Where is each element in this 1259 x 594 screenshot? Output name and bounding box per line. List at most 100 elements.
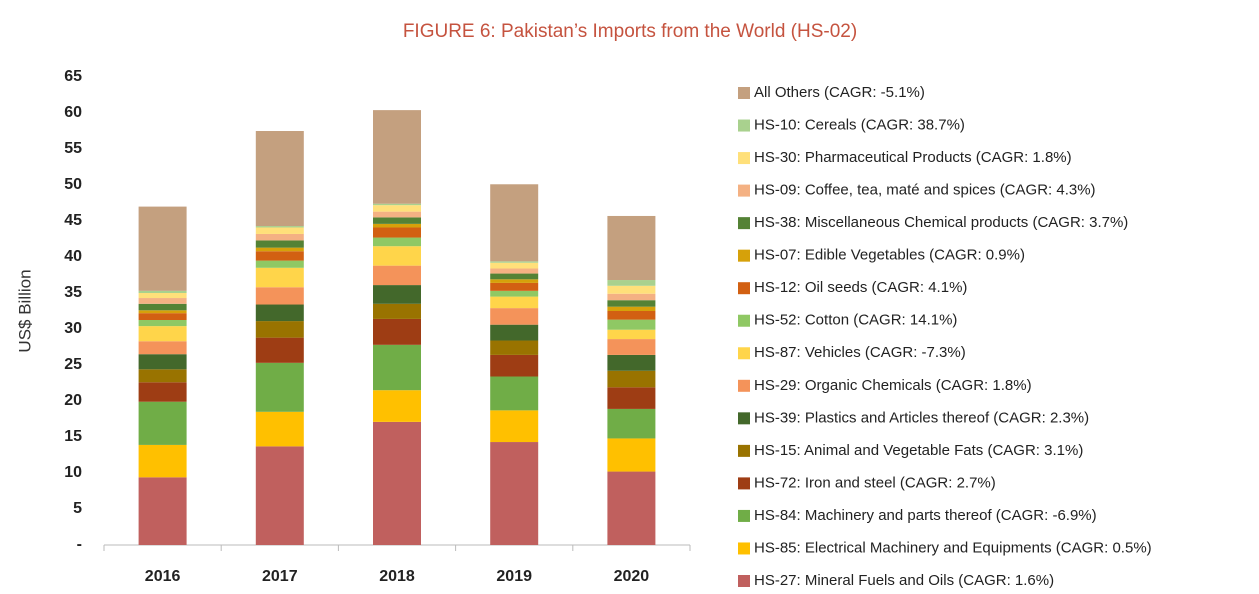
y-tick-label: 45 (64, 212, 82, 229)
bar-segment (607, 311, 656, 320)
bar-segment (373, 318, 421, 345)
bar-segment (255, 411, 304, 447)
bar-segment (607, 387, 656, 409)
bar-segment (255, 240, 304, 248)
bar-segment (490, 282, 539, 291)
bar-segment (255, 337, 304, 363)
legend-swatch (738, 217, 750, 230)
legend-swatch (738, 379, 750, 392)
bar-segment (490, 261, 539, 263)
bar-segment (138, 354, 187, 370)
bar-segment (607, 285, 656, 294)
y-tick-label: 35 (64, 284, 82, 301)
bar-segment (373, 203, 421, 206)
bar-segment (255, 251, 304, 261)
legend-swatch (738, 282, 750, 295)
y-tick-label: 60 (64, 104, 82, 121)
x-tick-label: 2018 (379, 568, 415, 585)
bar-segment (138, 303, 187, 311)
bar-segment (373, 421, 421, 545)
bar-segment (607, 370, 656, 388)
bar-segment (373, 227, 421, 238)
legend-swatch (738, 509, 750, 522)
bar-segment (607, 300, 656, 307)
bar-segment (607, 339, 656, 355)
bar-segment (490, 410, 539, 443)
bar-segment (138, 401, 187, 445)
y-tick-label: 25 (64, 356, 82, 373)
bar-segment (255, 362, 304, 412)
bar-segment (607, 293, 656, 301)
bar-segment (138, 313, 187, 320)
y-tick-label: - (77, 536, 82, 553)
legend-swatch (738, 152, 750, 165)
bar-segment (607, 408, 656, 439)
bar-segment (255, 247, 304, 252)
bar-segment (373, 303, 421, 319)
bar-segment (373, 344, 421, 391)
bar-segment (373, 237, 421, 247)
legend-label: HS-29: Organic Chemicals (CAGR: 1.8%) (754, 377, 1032, 394)
legend-swatch (738, 184, 750, 197)
bar-segment (607, 215, 656, 281)
bar-segment (490, 262, 539, 269)
x-tick-label: 2019 (496, 568, 532, 585)
legend-swatch (738, 575, 750, 587)
bar-segment (255, 267, 304, 288)
bar-segment (138, 326, 187, 342)
legend-swatch (738, 444, 750, 457)
legend-swatch (738, 347, 750, 360)
bar-segment (490, 442, 539, 545)
y-tick-label: 5 (73, 500, 82, 517)
bar-segment (490, 290, 539, 297)
bar-segment (373, 211, 421, 218)
legend-label: HS-87: Vehicles (CAGR: -7.3%) (754, 344, 966, 361)
bar-segment (607, 280, 656, 286)
legend-swatch (738, 412, 750, 425)
legend-label: HS-12: Oil seeds (CAGR: 4.1%) (754, 279, 967, 296)
y-tick-label: 55 (64, 140, 82, 157)
bar-segment (255, 226, 304, 228)
y-tick-label: 20 (64, 392, 82, 409)
bar-segment (607, 354, 656, 371)
bar-segment (373, 110, 421, 204)
legend-label: HS-09: Coffee, tea, maté and spices (CAG… (754, 182, 1096, 199)
bar-segment (373, 246, 421, 266)
bar-segment (490, 308, 539, 325)
legend-swatch (738, 477, 750, 490)
bar-segment (490, 296, 539, 309)
x-tick-label: 2016 (145, 568, 181, 585)
legend-label: HS-27: Mineral Fuels and Oils (CAGR: 1.6… (754, 572, 1054, 589)
bar-segment (255, 287, 304, 305)
bar-segment (373, 390, 421, 422)
y-tick-label: 15 (64, 428, 82, 445)
legend-swatch (738, 87, 750, 99)
bar-segment (607, 319, 656, 330)
bar-segment (255, 227, 304, 234)
y-tick-label: 30 (64, 320, 82, 337)
legend-swatch (738, 542, 750, 555)
bar-segment (255, 233, 304, 241)
legend-label: HS-38: Miscellaneous Chemical products (… (754, 214, 1128, 231)
bar-segment (490, 279, 539, 283)
bar-segment (607, 329, 656, 340)
bar-segment (255, 304, 304, 322)
bar-segment (490, 324, 539, 341)
bar-segment (373, 217, 421, 224)
legend-label: HS-10: Cereals (CAGR: 38.7%) (754, 117, 965, 134)
legend-label: HS-39: Plastics and Articles thereof (CA… (754, 409, 1089, 426)
x-tick-label: 2020 (614, 568, 650, 585)
bar-segment (138, 477, 187, 545)
legend-label: All Others (CAGR: -5.1%) (754, 84, 925, 101)
chart-title: FIGURE 6: Pakistan’s Imports from the Wo… (403, 21, 857, 42)
bar-segment (255, 131, 304, 227)
y-tick-label: 10 (64, 464, 82, 481)
bar-segment (138, 310, 187, 314)
bar-segment (255, 260, 304, 268)
legend-label: HS-15: Animal and Vegetable Fats (CAGR: … (754, 442, 1083, 459)
bar-segment (255, 446, 304, 545)
legend-label: HS-07: Edible Vegetables (CAGR: 0.9%) (754, 247, 1025, 264)
bar-segment (490, 340, 539, 355)
bar-segment (138, 369, 187, 383)
